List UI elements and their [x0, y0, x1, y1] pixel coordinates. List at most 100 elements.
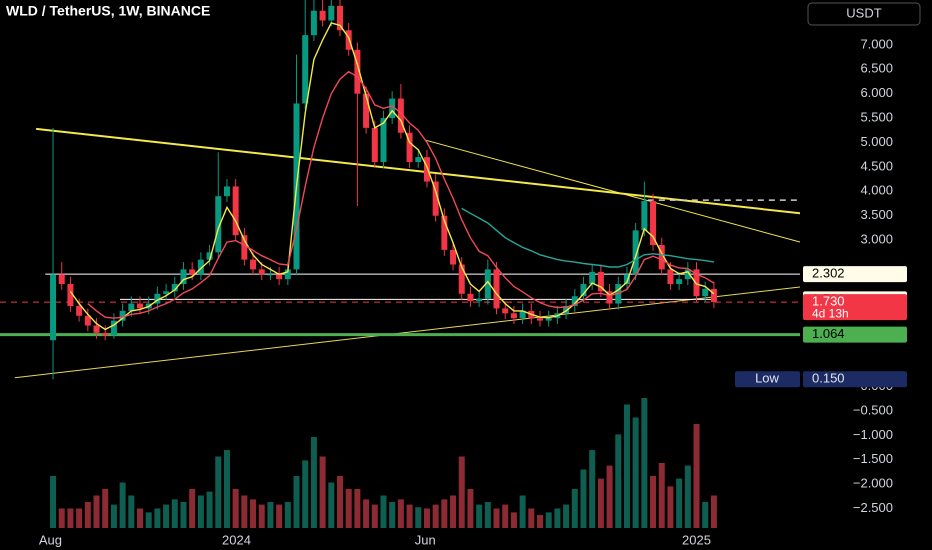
candle-body: [450, 249, 457, 265]
volume-bar: [467, 489, 474, 528]
candle-body: [267, 274, 274, 276]
volume-bar: [93, 495, 100, 528]
volume-bar: [389, 502, 396, 528]
volume-bar: [623, 404, 630, 528]
moving-average: [87, 70, 715, 319]
volume-bar: [493, 508, 500, 528]
candle-body: [667, 269, 674, 285]
volume-bar: [180, 502, 187, 528]
moving-average: [69, 22, 715, 331]
candle-body: [406, 132, 413, 163]
candle-body: [93, 325, 100, 333]
volume-bar: [223, 450, 230, 528]
volume-bar: [589, 450, 596, 528]
candle-body: [537, 318, 543, 321]
volume-bar: [606, 465, 613, 528]
candle-body: [241, 235, 248, 260]
volume-bar: [50, 476, 57, 528]
candle-body: [545, 318, 552, 321]
volume-bar: [667, 486, 674, 528]
volume-bar: [450, 495, 457, 528]
candle-body: [641, 201, 648, 231]
price-axis: 7.000 6.500 6.000 5.500 5.000 4.500 4.000 3.500…: [853, 36, 893, 515]
y-tick-label: 5.500: [860, 110, 893, 125]
price-label-box: [803, 266, 907, 283]
volume-bar: [371, 504, 378, 528]
volume-bar: [441, 499, 448, 528]
volume-bar: [137, 508, 143, 528]
candle-body: [258, 269, 265, 275]
candle-body: [467, 293, 474, 302]
candle-body: [476, 298, 483, 302]
volume-bar: [110, 504, 117, 528]
candle-body: [606, 291, 613, 304]
candle-body: [171, 284, 178, 292]
currency-label[interactable]: USDT: [846, 5, 881, 20]
candle-body: [354, 49, 361, 94]
volume-bar: [345, 489, 352, 528]
candle-body: [67, 284, 74, 306]
candle-body: [302, 35, 309, 104]
volume-bar: [519, 495, 526, 528]
y-tick-label: 3.000: [860, 232, 893, 247]
candle-body: [432, 181, 439, 216]
volume-bar: [554, 508, 561, 528]
candle-body: [328, 5, 335, 21]
volume-bar: [537, 515, 543, 528]
tag-label: Low: [755, 371, 779, 386]
volume-bar: [510, 512, 517, 528]
candle-body: [389, 98, 396, 119]
y-tick-label: 4.500: [860, 158, 893, 173]
volume-bar: [415, 507, 422, 528]
volume-bar: [710, 495, 717, 528]
candle-body: [510, 313, 517, 319]
candle-body: [319, 10, 326, 21]
candle-body: [502, 308, 509, 314]
candle-body: [589, 271, 596, 285]
volume-bar: [380, 495, 387, 528]
candle-body: [119, 310, 126, 321]
volume-bar: [458, 456, 465, 528]
candle-body: [189, 269, 196, 275]
candle-body: [102, 332, 109, 336]
candle-body: [345, 30, 352, 50]
price-label: 1.730: [812, 294, 845, 309]
volume-bar: [641, 398, 648, 528]
countdown: 4d 13h: [812, 306, 849, 320]
volume-bar: [189, 489, 196, 528]
volume-bar: [232, 489, 239, 528]
volume-bar: [302, 460, 309, 528]
volume-bar: [102, 489, 109, 528]
candle-body: [415, 157, 422, 163]
volume-bar: [328, 482, 335, 528]
volume-bar: [363, 499, 370, 528]
trendline: [35, 127, 800, 215]
candle-body: [563, 305, 570, 314]
y-tick-label: 3.500: [860, 207, 893, 222]
volume-bar: [563, 504, 570, 528]
x-tick-label: Jun: [415, 532, 436, 547]
volume-bar: [206, 491, 213, 528]
candle-body: [658, 244, 665, 270]
volume-bar: [676, 478, 683, 528]
y-tick-label: 6.500: [860, 61, 893, 76]
volume-bar: [571, 489, 578, 528]
x-tick-label: 2024: [222, 532, 251, 547]
volume-bar: [284, 502, 291, 528]
tag-box: [735, 371, 800, 388]
y-tick-label: −1.000: [853, 427, 893, 442]
candle-body: [223, 186, 230, 197]
currency-button[interactable]: [807, 2, 921, 26]
volume-bar: [528, 508, 535, 528]
candle-body: [458, 264, 465, 294]
volume-bar: [502, 504, 509, 528]
y-tick-label: −2.500: [853, 500, 893, 515]
candle-body: [58, 274, 65, 285]
volume-bar: [128, 495, 135, 528]
candle-body: [371, 127, 378, 163]
volume-bar: [145, 512, 152, 528]
candle-body: [519, 310, 526, 319]
candle-body: [710, 288, 717, 303]
candle-body: [380, 118, 387, 163]
